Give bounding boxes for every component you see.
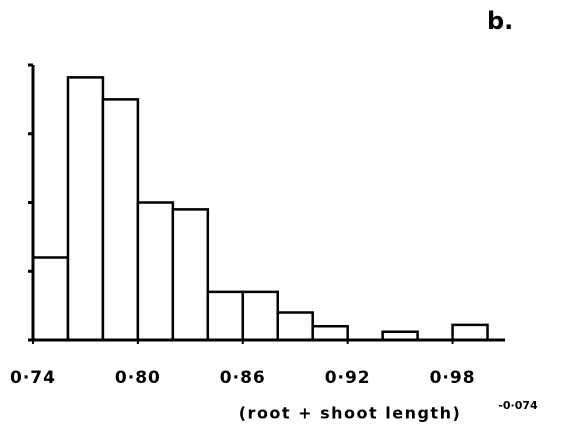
bar [171,208,210,342]
bar [451,323,489,342]
x-tick-label: 0·92 [325,368,371,388]
bar [241,290,279,342]
bar [136,201,175,342]
panel-label: b. [487,7,513,35]
bar [206,290,245,342]
bar [311,325,349,342]
x-axis-label: (root + shoot length) [239,404,462,423]
x-axis-label-exponent: -0·074 [498,399,538,412]
bar [276,311,314,342]
bar [66,76,105,342]
bar [31,256,70,342]
x-tick-label: 0·74 [10,368,56,388]
bar [101,98,140,342]
x-tick-label: 0·86 [220,368,266,388]
x-tick-label: 0·80 [115,368,161,388]
x-tick-label: 0·98 [430,368,476,388]
